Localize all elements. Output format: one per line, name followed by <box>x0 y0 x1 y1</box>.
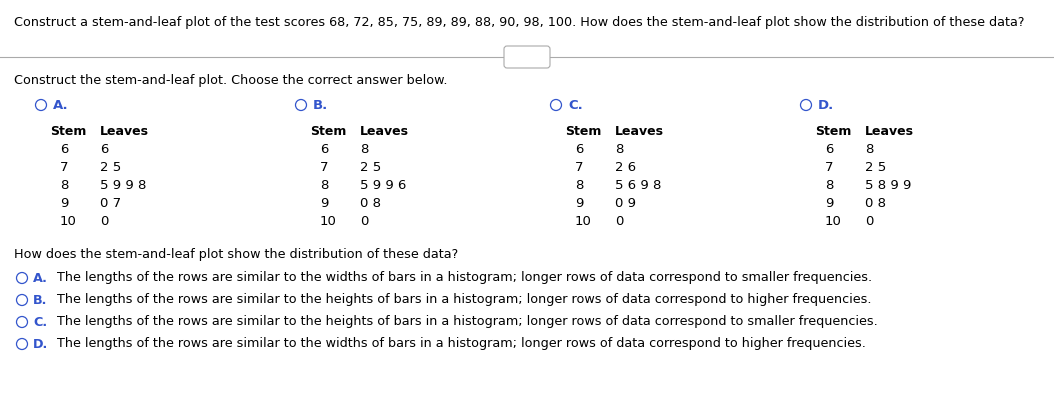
Text: Leaves: Leaves <box>360 125 409 138</box>
Text: Construct a stem-and-leaf plot of the test scores 68, 72, 85, 75, 89, 89, 88, 90: Construct a stem-and-leaf plot of the te… <box>14 16 1024 29</box>
Text: 9: 9 <box>320 197 329 210</box>
Text: 8: 8 <box>865 143 874 156</box>
Text: Stem: Stem <box>815 125 852 138</box>
Text: Stem: Stem <box>565 125 602 138</box>
Text: 2 5: 2 5 <box>360 161 382 174</box>
Circle shape <box>295 100 307 111</box>
Text: C.: C. <box>33 316 47 329</box>
Text: Stem: Stem <box>50 125 86 138</box>
Text: 0 7: 0 7 <box>100 197 121 210</box>
Text: D.: D. <box>818 98 835 111</box>
Text: B.: B. <box>313 98 328 111</box>
Text: 10: 10 <box>825 215 842 228</box>
Text: 5 6 9 8: 5 6 9 8 <box>614 179 661 192</box>
Text: 10: 10 <box>60 215 77 228</box>
Text: 5 8 9 9: 5 8 9 9 <box>865 179 912 192</box>
Text: 2 6: 2 6 <box>614 161 637 174</box>
Text: 6: 6 <box>320 143 329 156</box>
Text: A.: A. <box>53 98 69 111</box>
Text: The lengths of the rows are similar to the widths of bars in a histogram; longer: The lengths of the rows are similar to t… <box>48 271 872 284</box>
Text: 0: 0 <box>360 215 369 228</box>
Circle shape <box>17 317 27 327</box>
Text: The lengths of the rows are similar to the heights of bars in a histogram; longe: The lengths of the rows are similar to t… <box>48 316 878 329</box>
Text: 7: 7 <box>60 161 69 174</box>
Circle shape <box>17 294 27 306</box>
Text: 10: 10 <box>575 215 592 228</box>
Text: 6: 6 <box>825 143 834 156</box>
Text: 6: 6 <box>575 143 583 156</box>
Circle shape <box>36 100 46 111</box>
Circle shape <box>550 100 562 111</box>
Text: Leaves: Leaves <box>865 125 914 138</box>
Text: 8: 8 <box>320 179 329 192</box>
Text: 8: 8 <box>360 143 369 156</box>
Text: Construct the stem-and-leaf plot. Choose the correct answer below.: Construct the stem-and-leaf plot. Choose… <box>14 74 448 87</box>
Circle shape <box>17 339 27 349</box>
Text: 0 8: 0 8 <box>360 197 380 210</box>
Text: How does the stem-and-leaf plot show the distribution of these data?: How does the stem-and-leaf plot show the… <box>14 248 458 261</box>
Text: 8: 8 <box>575 179 583 192</box>
FancyBboxPatch shape <box>504 46 550 68</box>
Text: 7: 7 <box>575 161 584 174</box>
Text: 0 8: 0 8 <box>865 197 886 210</box>
Text: D.: D. <box>33 337 48 351</box>
Text: 0 9: 0 9 <box>614 197 636 210</box>
Text: 7: 7 <box>825 161 834 174</box>
Text: 9: 9 <box>60 197 69 210</box>
Text: Leaves: Leaves <box>614 125 664 138</box>
Text: 6: 6 <box>60 143 69 156</box>
Text: 2 5: 2 5 <box>100 161 121 174</box>
Text: 9: 9 <box>825 197 834 210</box>
Text: Leaves: Leaves <box>100 125 149 138</box>
Text: 5 9 9 8: 5 9 9 8 <box>100 179 147 192</box>
Text: Stem: Stem <box>310 125 347 138</box>
Text: The lengths of the rows are similar to the widths of bars in a histogram; longer: The lengths of the rows are similar to t… <box>48 337 866 351</box>
Circle shape <box>17 272 27 284</box>
Text: 0: 0 <box>100 215 109 228</box>
Text: ···: ··· <box>522 52 532 62</box>
Text: 7: 7 <box>320 161 329 174</box>
Circle shape <box>800 100 812 111</box>
Text: 10: 10 <box>320 215 337 228</box>
Text: 5 9 9 6: 5 9 9 6 <box>360 179 407 192</box>
Text: 8: 8 <box>825 179 834 192</box>
Text: A.: A. <box>33 271 47 284</box>
Text: 8: 8 <box>60 179 69 192</box>
Text: C.: C. <box>568 98 583 111</box>
Text: 2 5: 2 5 <box>865 161 886 174</box>
Text: 9: 9 <box>575 197 583 210</box>
Text: 6: 6 <box>100 143 109 156</box>
Text: 0: 0 <box>614 215 623 228</box>
Text: The lengths of the rows are similar to the heights of bars in a histogram; longe: The lengths of the rows are similar to t… <box>48 294 872 306</box>
Text: 8: 8 <box>614 143 623 156</box>
Text: B.: B. <box>33 294 47 306</box>
Text: 0: 0 <box>865 215 874 228</box>
